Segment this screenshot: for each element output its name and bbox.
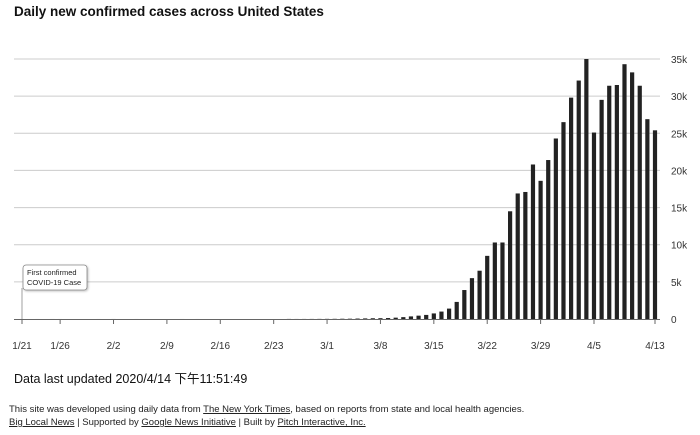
last-updated-text: Data last updated 2020/4/14 下午11:51:49 [14, 372, 248, 386]
bar [546, 160, 551, 319]
x-tick-label: 3/1 [320, 341, 334, 352]
bar [462, 290, 467, 319]
x-tick-label: 2/16 [211, 341, 231, 352]
annotation-text: First confirmed [27, 268, 77, 277]
google-news-initiative-link[interactable]: Google News Initiative [141, 417, 236, 428]
annotation-text: COVID-19 Case [27, 278, 81, 287]
x-tick-label: 1/21 [12, 341, 32, 352]
nyt-link[interactable]: The New York Times [203, 404, 291, 415]
y-tick-label: 35k [671, 55, 688, 66]
bar [652, 130, 658, 319]
bar [622, 64, 627, 319]
x-tick-label: 3/8 [373, 341, 387, 352]
bar [561, 122, 566, 320]
bar [507, 211, 513, 319]
bar [591, 132, 597, 319]
bar [576, 80, 581, 319]
bar [439, 311, 444, 319]
bar [630, 72, 635, 319]
bar-chart: 1/21 1/26 2/2 2/9 2/16 2/23 3/1 3/8 3/15 3/22 3/29… [12, 55, 688, 352]
bar [446, 308, 452, 319]
bar [500, 242, 505, 319]
bar [355, 318, 360, 320]
bar [454, 301, 459, 319]
bar [477, 270, 482, 319]
bar [378, 318, 383, 319]
bar [530, 164, 536, 319]
bar [607, 85, 612, 319]
bar [553, 138, 558, 319]
bar [569, 97, 574, 319]
x-tick-label: 2/23 [264, 341, 284, 352]
x-tick-label: 4/13 [645, 341, 665, 352]
bar [416, 315, 421, 319]
x-tick-label: 1/26 [50, 341, 70, 352]
bar [645, 119, 650, 320]
y-tick-label: 30k [671, 92, 688, 103]
pitch-interactive-link[interactable]: Pitch Interactive, Inc. [277, 417, 366, 428]
bar [424, 314, 429, 319]
footer-line-1: This site was developed using daily data… [9, 404, 525, 415]
bar [492, 242, 497, 319]
footer: This site was developed using daily data… [9, 403, 524, 429]
bar [523, 191, 528, 319]
bar [385, 318, 391, 319]
x-axis: 1/21 1/26 2/2 2/9 2/16 2/23 3/1 3/8 3/15 3/22 3/29… [12, 319, 665, 352]
x-tick-label: 4/5 [587, 341, 601, 352]
bar [393, 317, 398, 319]
bar [408, 316, 414, 319]
gridlines [14, 58, 660, 283]
bar [584, 59, 589, 319]
footer-line-2: Big Local News | Supported by Google New… [9, 417, 366, 428]
x-tick-label: 2/9 [160, 341, 174, 352]
x-tick-label: 3/15 [424, 341, 444, 352]
y-tick-label: 25k [671, 129, 688, 140]
bar [401, 317, 406, 319]
big-local-news-link[interactable]: Big Local News [9, 417, 75, 428]
y-tick-label: 5k [671, 278, 683, 289]
x-tick-label: 3/29 [531, 341, 551, 352]
bar [637, 85, 642, 319]
y-tick-label: 10k [671, 241, 688, 252]
bar [515, 193, 520, 319]
x-tick-label: 3/22 [477, 341, 497, 352]
chart-title: Daily new confirmed cases across United … [14, 4, 324, 19]
bar [599, 99, 604, 319]
x-tick-label: 2/2 [107, 341, 121, 352]
annotation-box [22, 264, 88, 291]
bar [363, 318, 368, 320]
y-axis: 0 5k 10k 15k 20k 25k 30k 35k [671, 55, 688, 326]
bar [485, 255, 490, 319]
y-tick-label: 15k [671, 204, 688, 215]
bar [614, 85, 619, 319]
bar [370, 318, 375, 319]
bar [469, 278, 475, 319]
bar [538, 180, 543, 319]
y-tick-label: 0 [671, 315, 677, 326]
bars [19, 59, 658, 320]
bar [431, 313, 436, 319]
y-tick-label: 20k [671, 166, 688, 177]
